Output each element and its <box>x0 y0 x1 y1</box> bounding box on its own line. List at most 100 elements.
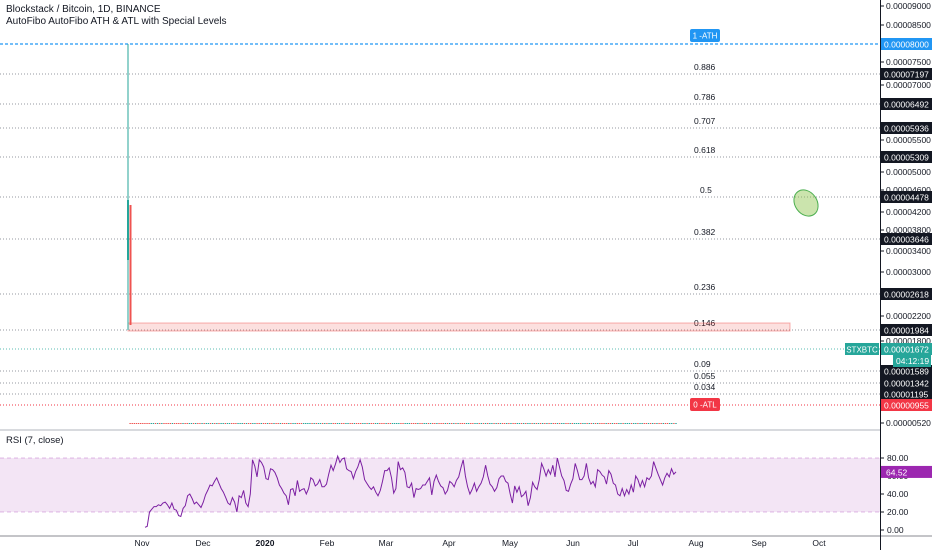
candle-body <box>594 423 597 424</box>
candle-body <box>444 423 447 424</box>
candle-body <box>423 423 425 424</box>
candle-body <box>357 423 360 424</box>
candle-body <box>300 423 303 424</box>
fib-price-badge <box>881 377 932 389</box>
candle-body <box>277 423 279 424</box>
candle-body <box>582 423 584 424</box>
rsi-last-badge <box>881 465 932 478</box>
candle-body <box>419 423 421 424</box>
candle-body <box>442 423 444 424</box>
candle-body <box>482 423 485 424</box>
symbol-badge <box>845 343 879 355</box>
candle-body <box>214 423 216 424</box>
price-tick-label: 0.00005500 <box>886 135 931 145</box>
candle-body <box>480 423 483 424</box>
price-tick-label: 0.00002200 <box>886 311 931 321</box>
candle-body <box>495 423 497 424</box>
candle-body <box>275 423 277 424</box>
price-tick-label: 0.00003400 <box>886 246 931 256</box>
candle-body <box>374 423 377 424</box>
candle-body <box>262 423 265 424</box>
candle-body <box>440 423 442 424</box>
candle-body <box>649 423 652 424</box>
candle-body <box>622 423 624 424</box>
candle-body <box>402 423 404 424</box>
candle-body <box>537 423 540 424</box>
candle-body <box>525 423 527 424</box>
candle-body <box>520 423 523 424</box>
candle-body <box>203 423 205 424</box>
candle-body <box>412 423 415 424</box>
candle-body <box>514 423 516 424</box>
fib-price-label: 0.00006492 <box>884 100 929 110</box>
price-tick-label: 0.00007000 <box>886 80 931 90</box>
candle-body <box>355 423 358 424</box>
candle-body <box>324 423 326 424</box>
candle-body <box>455 423 457 424</box>
candle-body <box>427 423 430 424</box>
candle-body <box>607 423 609 424</box>
time-scale[interactable]: Nov Dec 2020 Feb Mar Apr May Jun Jul Aug Sep Oct <box>134 538 826 548</box>
candle-body <box>556 423 559 424</box>
candle-body <box>448 423 451 424</box>
fib-price-badge <box>881 191 932 203</box>
candle-body <box>673 423 675 424</box>
candle-body <box>664 423 667 424</box>
time-tick-label: Jul <box>628 538 639 548</box>
candle-body <box>662 423 665 424</box>
candle-body <box>165 423 167 424</box>
time-tick-label: Mar <box>379 538 394 548</box>
candle-body <box>298 423 301 424</box>
candle-body <box>463 423 466 424</box>
candle-body <box>362 423 364 424</box>
candle-body <box>167 423 169 424</box>
candle-body <box>484 423 487 424</box>
candle-body <box>467 423 470 424</box>
candle-body <box>156 423 159 424</box>
candle-body <box>142 423 144 424</box>
price-scale[interactable]: 0.00009000 0.00008500 0.00007500 0.00007000… <box>845 1 932 535</box>
symbol-label: STXBTC <box>846 346 878 355</box>
fib-price-label: 0.00000955 <box>884 401 929 411</box>
candle-body <box>135 423 138 424</box>
candle-body <box>252 423 254 424</box>
fib-price-badge <box>881 324 932 336</box>
fib-price-label: 0.00001589 <box>884 367 929 377</box>
candle-body <box>317 423 320 424</box>
candle-body <box>163 423 165 424</box>
target-ellipse <box>793 189 819 217</box>
candle-body <box>510 423 512 424</box>
candle-body <box>330 423 332 424</box>
candle-body <box>425 423 428 424</box>
candle-body <box>338 423 341 424</box>
rsi-pane <box>0 454 880 528</box>
time-tick-label: May <box>502 538 519 548</box>
price-tick-label: 0.00001800 <box>886 336 931 346</box>
candle-body <box>548 423 550 424</box>
candle-body <box>233 423 235 424</box>
fib-price-badge <box>881 68 932 80</box>
candle-body <box>421 423 423 424</box>
candle-body <box>393 423 396 424</box>
candle-body <box>597 423 599 424</box>
candle-body <box>417 423 419 424</box>
fib-price-label: 0.00001984 <box>884 326 929 336</box>
candle-body <box>171 423 174 424</box>
candle-body <box>379 423 381 424</box>
candle-body <box>376 423 379 424</box>
price-tick-label: 0.00000520 <box>886 418 931 428</box>
candle-body <box>336 423 339 424</box>
candle-body <box>366 423 368 424</box>
candle-body <box>531 423 533 424</box>
time-tick-label: Dec <box>195 538 211 548</box>
candle-body <box>385 423 387 424</box>
candle-body <box>256 423 258 424</box>
candle-body <box>400 423 402 424</box>
candle-body <box>671 423 673 424</box>
candle-body <box>398 423 400 424</box>
candle-body <box>512 423 514 424</box>
candle-body <box>675 423 677 424</box>
fib-level-label: 1 -ATH <box>693 32 718 41</box>
